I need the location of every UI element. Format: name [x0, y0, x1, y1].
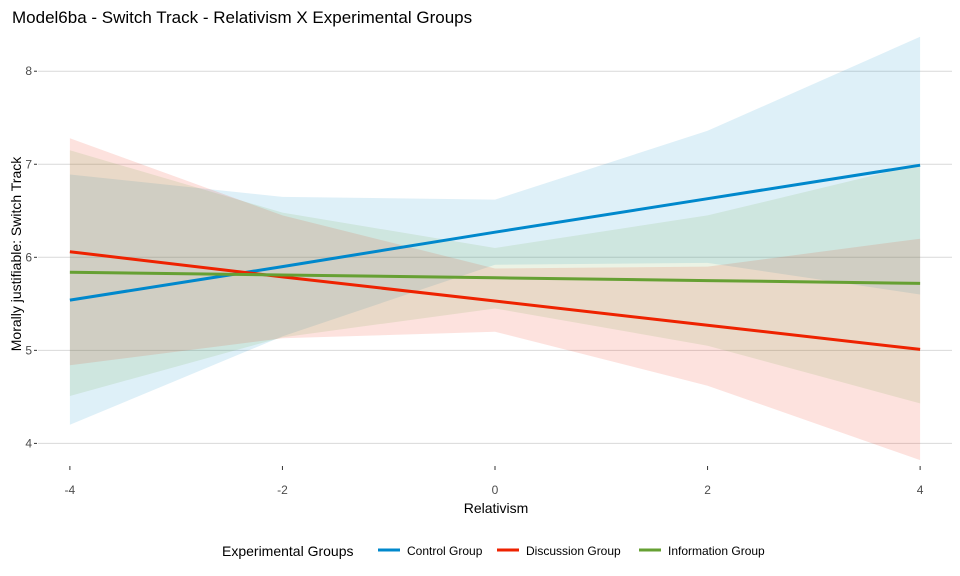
x-axis-ticks: -4 -2 0 2 4 — [65, 466, 924, 497]
y-tick-label: 8 — [25, 64, 32, 78]
series-line-information-group — [69, 270, 921, 285]
x-tick-label: 0 — [492, 483, 499, 497]
y-tick-label: 5 — [25, 343, 32, 357]
x-tick-label: -2 — [277, 483, 288, 497]
y-tick-label: 4 — [25, 436, 32, 450]
confidence-bands — [69, 36, 921, 461]
legend-label-control-group: Control Group — [407, 544, 483, 558]
series-line-control-group — [69, 163, 921, 302]
gridlines — [38, 70, 952, 444]
y-axis-ticks: 4 5 6 7 8 — [25, 64, 37, 450]
y-tick-label: 7 — [25, 157, 32, 171]
y-tick-label: 6 — [25, 250, 32, 264]
x-axis-title: Relativism — [464, 500, 529, 516]
x-tick-label: 4 — [917, 483, 924, 497]
series-lines — [69, 163, 921, 351]
x-tick-label: -4 — [65, 483, 76, 497]
legend: Experimental Groups Control Group Discuss… — [222, 543, 765, 559]
x-tick-label: 2 — [704, 483, 711, 497]
legend-title: Experimental Groups — [222, 543, 354, 559]
series-line-discussion-group — [69, 250, 921, 351]
chart-title: Model6ba - Switch Track - Relativism X E… — [12, 8, 472, 27]
confidence-band-discussion-group — [69, 138, 921, 461]
legend-label-discussion-group: Discussion Group — [526, 544, 621, 558]
legend-label-information-group: Information Group — [668, 544, 765, 558]
y-axis-title: Morally justifiable: Switch Track — [8, 156, 24, 352]
